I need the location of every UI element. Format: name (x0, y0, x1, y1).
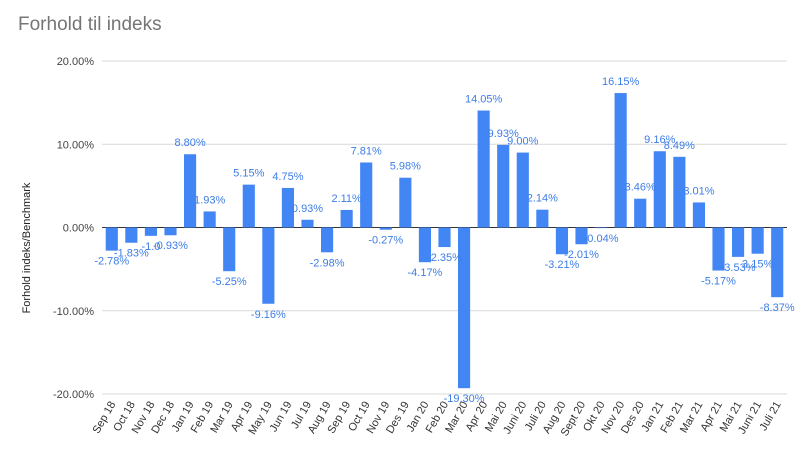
data-label: -0.27% (368, 235, 403, 247)
data-label: 5.15% (233, 168, 264, 180)
bar (673, 156, 686, 228)
data-label: -0.04% (584, 233, 619, 245)
y-axis-title: Forhold indeks/Benchmark (21, 182, 33, 313)
data-label: -9.16% (251, 309, 286, 321)
data-label: 9.16% (644, 134, 675, 146)
y-tick-label: 20.00% (57, 56, 95, 68)
bar (262, 227, 275, 304)
data-label: -2.01% (564, 249, 599, 261)
y-tick-label: -20.00% (53, 389, 94, 401)
chart-title: Forhold til indeks (18, 14, 162, 35)
data-label: 4.75% (272, 171, 303, 183)
data-label: 0.93% (292, 203, 323, 215)
bar (281, 187, 294, 228)
data-label: 1.93% (194, 194, 225, 206)
y-tick-label: -10.00% (53, 306, 94, 318)
data-label: 2.14% (527, 193, 558, 205)
bar (105, 227, 118, 251)
data-label: -0.93% (153, 240, 188, 252)
bar (771, 227, 784, 298)
y-axis-ticks: -20.00% -10.00% 0.00% 10.00% 20.00% (53, 56, 94, 401)
data-label: 9.00% (507, 136, 538, 148)
bar (536, 209, 549, 228)
data-label: -8.37% (760, 302, 795, 314)
bar (242, 184, 255, 228)
y-tick-label: 0.00% (63, 223, 94, 235)
bar (458, 227, 471, 389)
bar (575, 227, 588, 245)
bar (516, 152, 529, 228)
bar (340, 209, 353, 228)
data-label: 16.15% (602, 76, 640, 88)
bar (634, 198, 647, 228)
data-label: -5.17% (701, 276, 736, 288)
bar (712, 227, 725, 271)
bar (418, 227, 431, 263)
bar (653, 151, 666, 228)
bar (164, 227, 177, 236)
bar (379, 227, 392, 230)
data-label: 3.46% (625, 182, 656, 194)
bar (732, 227, 745, 257)
data-label: -19.30% (444, 393, 485, 405)
bar (301, 219, 314, 228)
data-label: 9.93% (488, 128, 519, 140)
data-label: -1.0 (141, 241, 160, 253)
bar (438, 227, 451, 248)
data-labels: -2.78%-1.83%-1.0-0.93% 8.80% 1.93% -5.25% 5.… (94, 76, 795, 405)
bar (614, 93, 627, 228)
data-label: -3.53% (721, 262, 756, 274)
bar (477, 110, 490, 228)
data-label: -2.78% (94, 256, 129, 268)
bar (595, 227, 608, 229)
data-label: 8.49% (664, 140, 695, 152)
data-label: -3.21% (544, 259, 579, 271)
data-label: 5.98% (390, 161, 421, 173)
bar (399, 177, 412, 228)
bar (321, 227, 334, 253)
bar (203, 211, 216, 228)
bar (692, 202, 705, 228)
data-label: -2.98% (310, 257, 345, 269)
data-label: -2.35% (427, 252, 462, 264)
bar (144, 227, 157, 236)
bar (555, 227, 568, 255)
bar (184, 154, 197, 228)
data-label: -1.83% (114, 248, 149, 260)
data-label: 7.81% (351, 145, 382, 157)
data-label: -5.25% (212, 276, 247, 288)
bar (360, 162, 373, 228)
y-tick-label: 10.00% (57, 139, 95, 151)
data-label: 3.01% (683, 185, 714, 197)
data-label: 2.11% (331, 193, 362, 205)
bars (105, 93, 784, 389)
bar (223, 227, 236, 272)
data-label: -4.17% (407, 267, 442, 279)
data-label: 14.05% (465, 94, 503, 106)
bar (125, 227, 138, 243)
bar (751, 227, 764, 254)
data-label: 8.80% (174, 137, 205, 149)
data-label: 3.15% (742, 259, 773, 271)
bar (497, 144, 510, 228)
